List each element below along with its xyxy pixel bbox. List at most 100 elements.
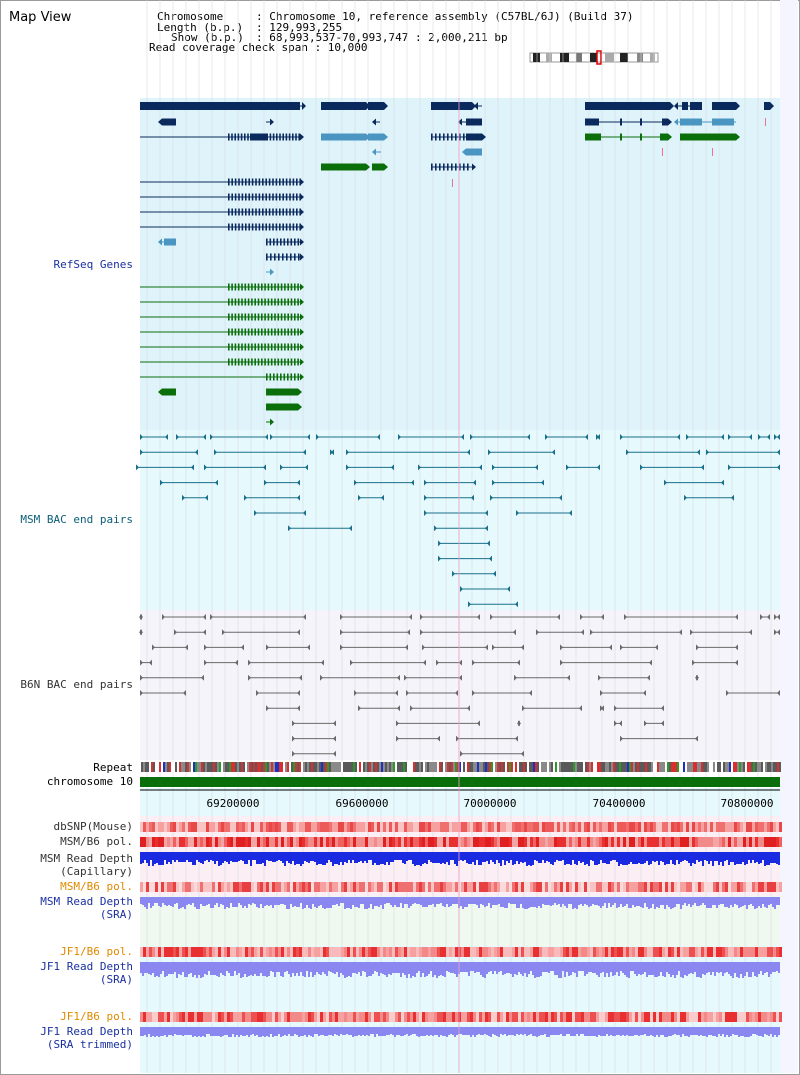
- depth-bar: [680, 962, 682, 977]
- gene-exon: [585, 102, 670, 110]
- track-label-msm-read-depth[interactable]: MSM Read Depth: [40, 852, 133, 865]
- polymorphism-cell: [176, 822, 179, 832]
- polymorphism-cell: [272, 882, 275, 892]
- depth-bar: [492, 852, 494, 862]
- polymorphism-cell: [338, 1012, 341, 1022]
- depth-bar: [318, 852, 320, 864]
- gene-exon: [228, 358, 230, 366]
- depth-bar: [548, 962, 550, 973]
- polymorphism-cell: [260, 882, 263, 892]
- depth-bar: [234, 962, 236, 971]
- polymorphism-cell: [587, 947, 590, 957]
- depth-bar: [698, 852, 700, 862]
- depth-bar: [186, 1027, 188, 1035]
- depth-bar: [268, 897, 270, 906]
- polymorphism-cell: [560, 837, 563, 847]
- depth-bar: [370, 1027, 372, 1034]
- repeat-track[interactable]: [141, 762, 781, 772]
- depth-bar: [760, 962, 762, 971]
- depth-bar: [522, 897, 524, 908]
- depth-bar: [706, 897, 708, 908]
- repeat-element: [673, 762, 675, 772]
- track-label-msm-bac[interactable]: MSM BAC end pairs: [20, 513, 133, 526]
- refseq-genes-track[interactable]: [140, 102, 774, 426]
- track-label-dbsnp[interactable]: dbSNP(Mouse): [53, 820, 133, 833]
- gene-exon: [680, 133, 736, 141]
- msm-bac-pair-end: [203, 434, 206, 440]
- depth-bar: [712, 1027, 714, 1036]
- track-label-jf1-read-depth[interactable]: JF1 Read Depth: [40, 960, 133, 973]
- depth-bar: [740, 852, 742, 864]
- track-label-jf1-b6-pol-2[interactable]: JF1/B6 pol.: [60, 1010, 133, 1023]
- depth-bar: [294, 962, 296, 976]
- depth-bar: [642, 852, 644, 864]
- msm-bac-pair-end: [597, 434, 600, 440]
- b6n-bac-pair-end: [174, 629, 177, 636]
- polymorphism-cell: [770, 822, 773, 832]
- b6n-bac-track[interactable]: [139, 614, 780, 772]
- depth-bar: [540, 1027, 542, 1035]
- depth-bar: [684, 897, 686, 903]
- track-label-msm-b6-pol[interactable]: MSM/B6 pol.: [60, 835, 133, 848]
- depth-bar: [272, 962, 274, 972]
- depth-bar: [442, 962, 444, 976]
- track-label-msm-read-depth-sra[interactable]: MSM Read Depth: [40, 895, 133, 908]
- depth-bar: [144, 1027, 146, 1035]
- depth-bar: [516, 897, 518, 908]
- depth-bar: [616, 897, 618, 908]
- polymorphism-cell: [284, 837, 287, 847]
- repeat-element: [447, 762, 449, 772]
- track-label-jf1-read-depth-trim[interactable]: JF1 Read Depth: [40, 1025, 133, 1038]
- repeat-element: [161, 762, 163, 772]
- gene-exon: [257, 358, 260, 366]
- polymorphism-cell: [371, 1012, 374, 1022]
- gene-exon: [680, 118, 688, 126]
- track-label-repeat[interactable]: Repeat: [93, 761, 133, 774]
- gene-exon: [241, 343, 243, 351]
- depth-bar: [668, 962, 670, 974]
- depth-bar: [730, 1027, 732, 1036]
- depth-bar: [412, 852, 414, 864]
- depth-bar: [596, 897, 598, 905]
- gene-exon: [297, 313, 299, 321]
- msm-bac-pair-end: [346, 449, 349, 456]
- gene-exon: [257, 313, 260, 321]
- gene-exon: [254, 343, 256, 351]
- depth-bar: [506, 1027, 508, 1036]
- polymorphism-cell: [332, 837, 335, 847]
- msm-bac-pair-end: [460, 586, 463, 592]
- polymorphism-cell: [377, 947, 380, 957]
- polymorphism-cell: [689, 947, 692, 957]
- repeat-element: [185, 762, 187, 772]
- track-label-refseq[interactable]: RefSeq Genes: [53, 258, 133, 271]
- gene-exon: [277, 328, 280, 336]
- chromosome-ideogram[interactable]: [529, 50, 659, 65]
- track-label-capillary: (Capillary): [60, 865, 133, 878]
- depth-bar: [664, 852, 666, 865]
- msm-bac-track[interactable]: [136, 434, 780, 608]
- polymorphism-cell: [467, 822, 470, 832]
- msm-bac-pair-end: [391, 464, 394, 471]
- depth-bar: [588, 852, 590, 866]
- track-label-b6n-bac[interactable]: B6N BAC end pairs: [20, 678, 133, 691]
- depth-bar: [656, 1027, 658, 1035]
- gene-exon: [267, 298, 270, 306]
- gene-exon: [272, 223, 274, 231]
- track-label-msm-b6-pol-2[interactable]: MSM/B6 pol.: [60, 880, 133, 893]
- repeat-element: [613, 762, 615, 772]
- polymorphism-cell: [374, 882, 377, 892]
- depth-bar: [406, 1027, 408, 1034]
- polymorphism-cell: [644, 822, 647, 832]
- depth-bar: [226, 1027, 228, 1035]
- polymorphism-and-depth-tracks[interactable]: [140, 822, 782, 1037]
- polymorphism-cell: [398, 882, 401, 892]
- depth-bar: [146, 962, 148, 973]
- track-label-jf1-b6-pol[interactable]: JF1/B6 pol.: [60, 945, 133, 958]
- chromosome-bar[interactable]: [140, 777, 780, 787]
- depth-bar: [286, 897, 288, 909]
- repeat-element: [399, 762, 401, 772]
- polymorphism-cell: [518, 1012, 521, 1022]
- depth-bar: [360, 852, 362, 861]
- polymorphism-cell: [239, 947, 242, 957]
- depth-bar: [508, 962, 510, 973]
